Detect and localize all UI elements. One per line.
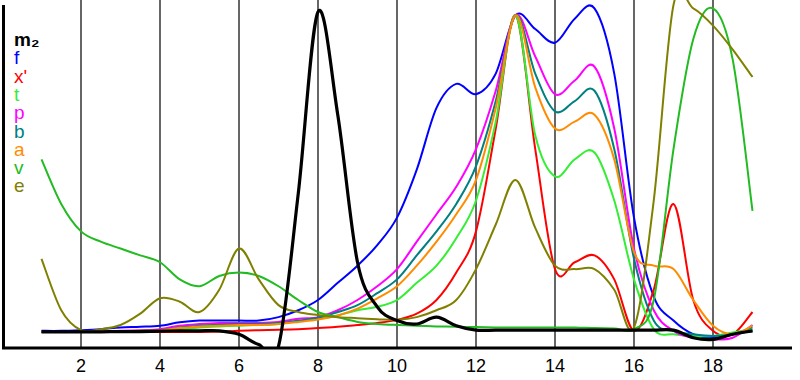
grid-line — [238, 0, 239, 348]
grid-line — [554, 0, 555, 348]
series-line — [42, 0, 753, 331]
tick-label: 6 — [234, 356, 244, 376]
series-group — [42, 0, 753, 348]
x-axis — [2, 347, 792, 350]
grid-line — [633, 0, 634, 348]
series-line — [42, 15, 753, 336]
series-line — [42, 5, 753, 337]
series-line — [42, 8, 753, 331]
grid-line — [712, 0, 713, 348]
grid-line — [396, 0, 397, 348]
grid-line — [159, 0, 160, 348]
tick-label: 4 — [155, 356, 165, 376]
legend-entry: e — [14, 175, 25, 196]
grid-line — [80, 0, 81, 348]
tick-label: 2 — [76, 356, 86, 376]
series-line — [42, 10, 753, 348]
tick-label: 14 — [545, 356, 565, 376]
series-line — [42, 15, 753, 340]
series-line — [42, 15, 753, 336]
tick-label: 18 — [703, 356, 723, 376]
series-line — [42, 15, 753, 334]
grid-line — [475, 0, 476, 348]
y-axis — [2, 5, 5, 348]
tick-label: 10 — [387, 356, 407, 376]
tick-label: 12 — [466, 356, 486, 376]
grid-line — [317, 0, 318, 348]
chart: 24681012141618m₂fx'tpbave — [0, 0, 800, 380]
tick-label: 16 — [624, 356, 644, 376]
tick-label: 8 — [313, 356, 323, 376]
